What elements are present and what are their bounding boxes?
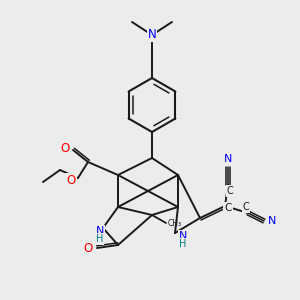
Text: O: O: [83, 242, 93, 254]
Text: O: O: [66, 173, 76, 187]
Text: CH₃: CH₃: [168, 220, 182, 229]
Text: N: N: [179, 231, 187, 241]
Text: N: N: [268, 216, 276, 226]
Text: H: H: [179, 239, 187, 249]
Text: C: C: [224, 203, 232, 213]
Text: N: N: [96, 226, 104, 236]
Text: C: C: [226, 186, 233, 196]
Text: O: O: [60, 142, 70, 154]
Text: N: N: [148, 28, 156, 41]
Text: H: H: [96, 234, 104, 244]
Text: C: C: [243, 202, 249, 212]
Text: N: N: [224, 154, 232, 164]
